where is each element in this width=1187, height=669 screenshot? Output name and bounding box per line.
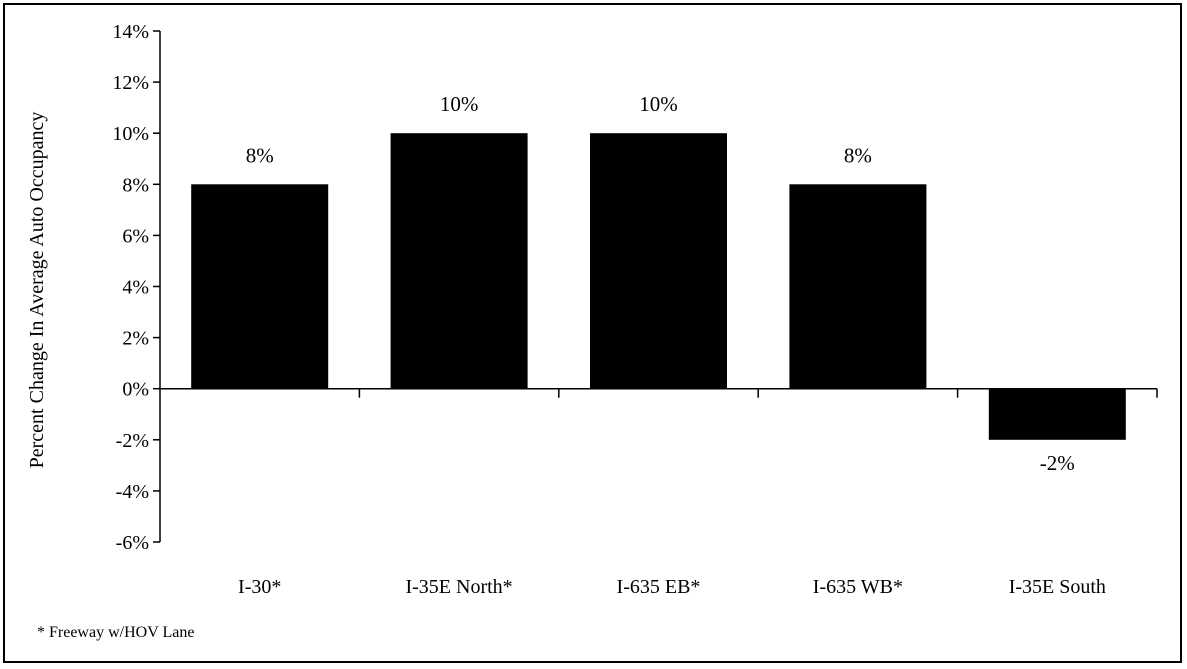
x-tick-label: I-635 EB* [617, 576, 701, 598]
footnote: * Freeway w/HOV Lane [37, 624, 195, 641]
bars-group [191, 133, 1126, 440]
bar [789, 184, 927, 389]
x-tick-label: I-35E South [1009, 576, 1106, 598]
bar [390, 133, 528, 389]
x-tick-label: I-35E North* [405, 576, 512, 598]
bar [191, 184, 329, 389]
data-label: -2% [1040, 451, 1075, 475]
y-tick-label: 10% [112, 123, 149, 145]
y-tick-label: -2% [116, 430, 149, 452]
x-tick-label: I-635 WB* [813, 576, 903, 598]
bar [988, 388, 1126, 440]
bar [590, 133, 727, 389]
data-label: 10% [440, 92, 479, 116]
y-tick-label: 6% [122, 225, 149, 247]
data-label: 8% [246, 143, 274, 167]
y-tick-label: 12% [112, 72, 149, 94]
data-labels-group: 8% 10% 10% 8% -2% [246, 92, 1075, 475]
y-tick-label: -4% [116, 481, 149, 503]
chart-axes: 14% 12% 10% 8% 6% 4% 2% 0% -2% -4% -6% I-30* I-35E N… [112, 21, 1158, 598]
y-tick-label: 8% [122, 174, 149, 196]
y-tick-label: 4% [122, 277, 149, 299]
chart-frame [3, 3, 1182, 663]
y-tick-label: 2% [122, 328, 149, 350]
y-tick-label: 0% [122, 379, 149, 401]
y-axis-label: Percent Change In Average Auto Occupancy [26, 112, 48, 469]
x-tick-label: I-30* [238, 576, 281, 598]
data-label: 8% [844, 143, 872, 167]
y-tick-label: -6% [116, 532, 149, 554]
y-tick-label: 14% [112, 21, 149, 43]
data-label: 10% [639, 92, 678, 116]
